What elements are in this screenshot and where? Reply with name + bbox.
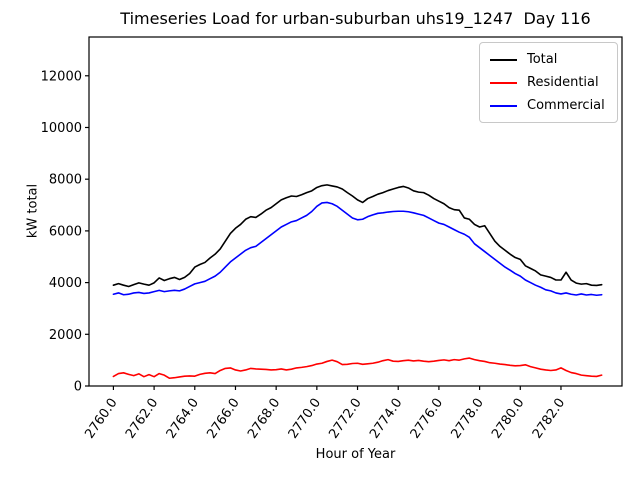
y-tick-label: 10000 (41, 121, 82, 136)
x-tick-label: 2782.0 (530, 396, 568, 442)
legend-entry-residential: Residential (490, 74, 611, 91)
y-tick-label: 12000 (41, 69, 82, 84)
x-tick-label: 2774.0 (367, 396, 405, 442)
legend-label-total: Total (527, 52, 558, 67)
y-axis-label: kW total (25, 183, 41, 239)
x-tick-label: 2770.0 (286, 396, 324, 442)
legend-entry-commercial: Commercial (490, 97, 611, 114)
legend-line-sample-total (490, 58, 517, 61)
x-tick-label: 2772.0 (326, 396, 364, 442)
series-line-commercial (112, 201, 603, 297)
x-tick-label: 2764.0 (164, 396, 202, 442)
legend-line-sample-commercial (490, 104, 517, 107)
chart-title: Timeseries Load for urban-suburban uhs19… (120, 9, 591, 28)
x-axis-ticks: 2760.0 2762.0 2764.0 2766.0 2768.0 2770.0 2772… (82, 386, 568, 442)
x-tick-label: 2760.0 (82, 396, 120, 442)
x-tick-label: 2766.0 (204, 396, 242, 442)
series-line-residential (112, 357, 603, 380)
axes-frame (88, 36, 623, 387)
legend-line-sample-residential (490, 81, 517, 84)
y-tick-label: 0 (74, 380, 82, 395)
x-tick-label: 2780.0 (489, 396, 527, 442)
legend-label-residential: Residential (527, 75, 599, 90)
x-tick-label: 2778.0 (448, 396, 486, 442)
y-axis-ticks: 0 2000 4000 6000 8000 10000 12000 (41, 69, 89, 395)
x-tick-label: 2768.0 (245, 396, 283, 442)
y-tick-label: 8000 (49, 173, 82, 188)
x-axis-label: Hour of Year (315, 447, 396, 462)
legend-entry-total: Total (490, 51, 611, 68)
legend-label-commercial: Commercial (527, 98, 605, 113)
series-line-total (112, 184, 603, 288)
x-tick-label: 2762.0 (123, 396, 161, 442)
legend-box: Total Residential Commercial (479, 42, 618, 123)
y-tick-label: 6000 (49, 224, 82, 239)
y-tick-label: 4000 (49, 276, 82, 291)
x-tick-label: 2776.0 (408, 396, 446, 442)
y-tick-label: 2000 (49, 328, 82, 343)
